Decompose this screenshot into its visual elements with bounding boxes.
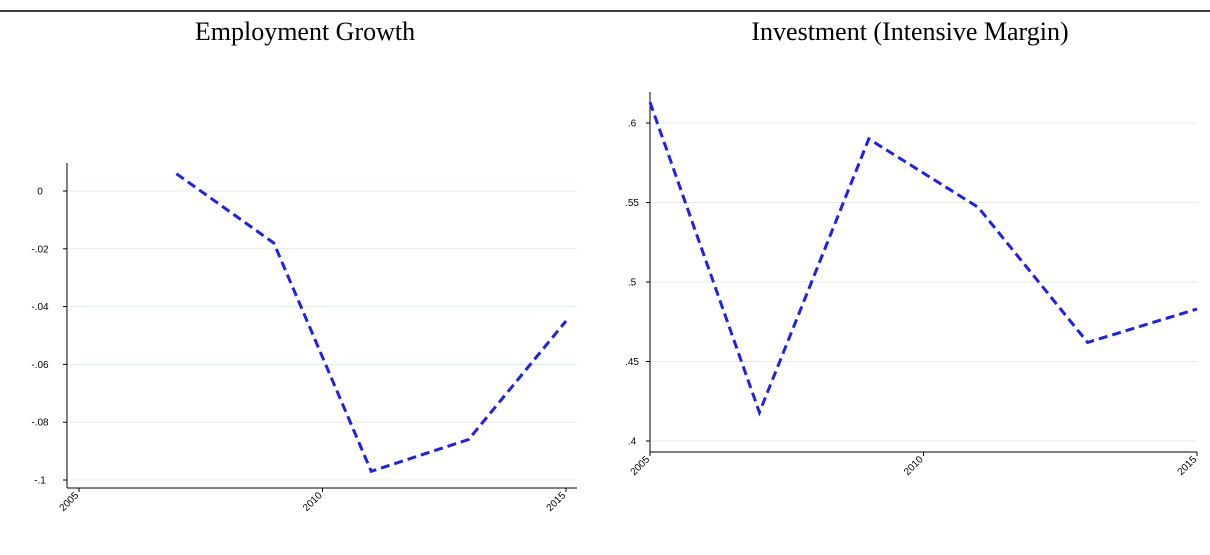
series-lines (175, 172, 568, 474)
y-tick-label: .5 (628, 278, 637, 289)
y-tick-label: -.02 (31, 244, 49, 255)
series-lines (648, 101, 1198, 417)
y-tick-label: -.08 (31, 418, 49, 429)
y-tick-label: .6 (628, 119, 637, 130)
x-tick-label: 2015 (545, 490, 569, 514)
x-ticks: 2005 2010 2015 (629, 452, 1200, 478)
x-tick-label: 2010 (902, 454, 926, 478)
panel-investment-intensive-margin: Investment (Intensive Margin) .6 .55 .5 .45… (625, 17, 1199, 478)
y-tick-label: -.1 (34, 476, 46, 487)
y-tick-label: -.04 (31, 302, 49, 313)
series-line (648, 101, 1198, 417)
x-tick-label: 2010 (301, 490, 325, 514)
axes (66, 163, 577, 489)
x-tick-label: 2015 (1176, 454, 1200, 478)
chart-title: Investment (Intensive Margin) (751, 17, 1068, 46)
y-ticks: .6 .55 .5 .45 .4 (625, 119, 650, 448)
y-tick-label: .4 (628, 437, 637, 448)
x-tick-label: 2005 (629, 454, 653, 478)
chart-title: Employment Growth (195, 17, 415, 46)
x-ticks: 2005 2010 2015 (58, 488, 569, 514)
axes (649, 92, 1197, 453)
gridlines (68, 190, 577, 481)
y-tick-label: 0 (37, 187, 43, 198)
series-line (175, 172, 568, 474)
gridlines (651, 122, 1197, 442)
panel-employment-growth: Employment Growth 0 -.02 -.04 -.06 -.08 -.1 2… (31, 17, 577, 514)
y-tick-label: .55 (625, 198, 639, 209)
x-tick-label: 2005 (58, 490, 82, 514)
y-tick-label: -.06 (31, 360, 49, 371)
y-tick-label: .45 (625, 357, 639, 368)
y-ticks: 0 -.02 -.04 -.06 -.08 -.1 (31, 187, 67, 487)
